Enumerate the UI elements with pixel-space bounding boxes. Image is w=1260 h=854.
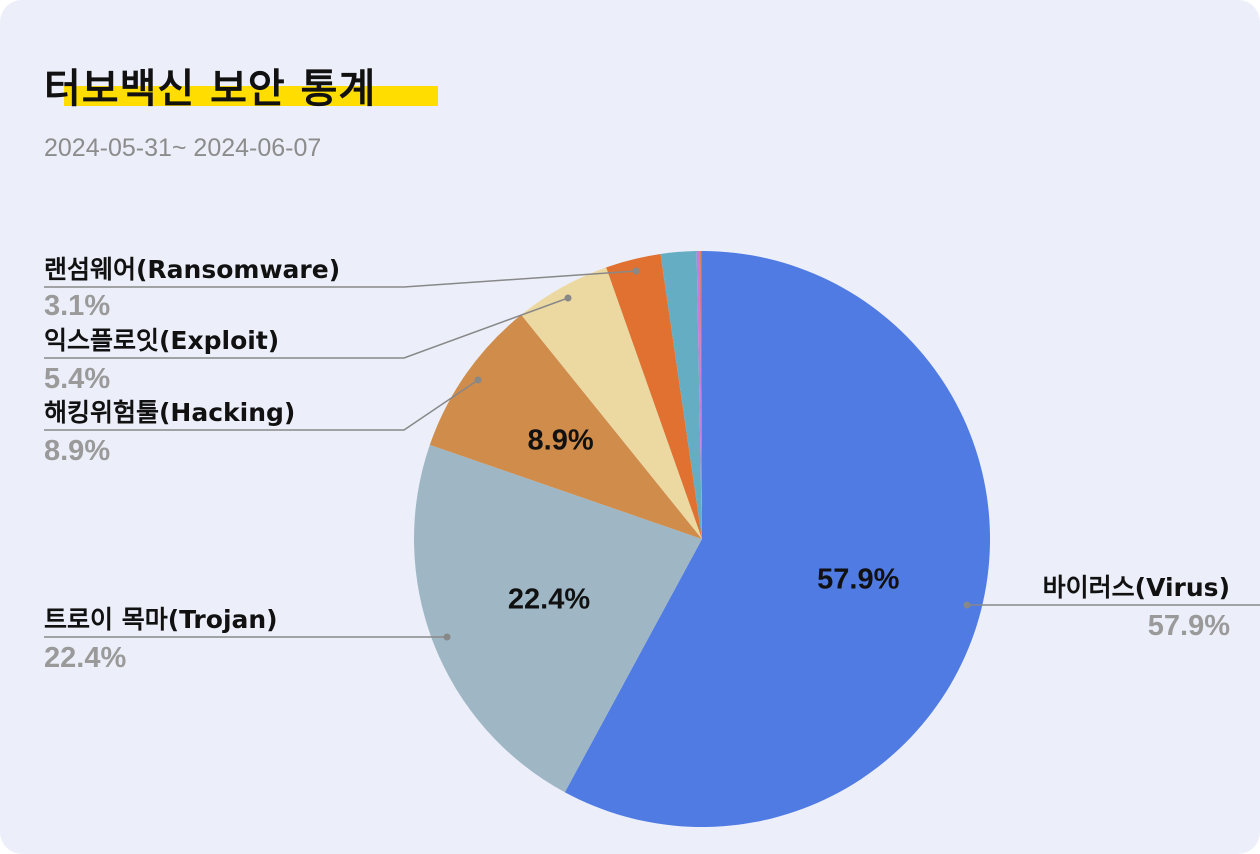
pie-slice-1 — [413, 444, 702, 793]
pie-slice-3 — [521, 267, 702, 539]
legend-pct-exploit: 5.4% — [44, 363, 110, 395]
callout-line-ransomware — [44, 270, 637, 288]
legend-label-trojan: 트로이 목마(Trojan) — [44, 605, 278, 634]
legend-label-exploit: 익스플로잇(Exploit) — [44, 326, 279, 355]
slice-value-label-0: 57.9% — [817, 564, 899, 596]
date-range: 2024-05-31~ 2024-06-07 — [44, 134, 322, 162]
pie-slice-2 — [429, 314, 702, 539]
legend-pct-ransomware: 3.1% — [44, 290, 110, 322]
pie-slices — [413, 251, 991, 827]
pie-slice-7 — [700, 251, 702, 539]
inner-labels: 57.9% 22.4% 8.9% — [508, 425, 900, 616]
callout-hacking: 해킹위험툴(Hacking) 8.9% — [44, 376, 482, 467]
legend-label-virus: 바이러스(Virus) — [1043, 573, 1230, 602]
legend-label-ransomware: 랜섬웨어(Ransomware) — [44, 255, 340, 284]
slice-value-label-1: 22.4% — [508, 584, 590, 616]
pie-slice-6 — [696, 251, 702, 539]
page-title: 터보백신 보안 통계 — [44, 66, 377, 112]
pie-slice-4 — [606, 254, 702, 539]
title-block: 터보백신 보안 통계 — [44, 64, 438, 114]
callout-ransomware: 랜섬웨어(Ransomware) 3.1% — [44, 255, 640, 322]
callout-exploit: 익스플로잇(Exploit) 5.4% — [44, 294, 572, 395]
slice-value-label-2: 8.9% — [528, 425, 594, 457]
legend-pct-hacking: 8.9% — [44, 435, 110, 467]
legend-pct-virus: 57.9% — [1148, 610, 1230, 642]
callout-line-hacking — [44, 379, 479, 431]
pie-slice-0 — [564, 251, 991, 827]
pie-slice-5 — [660, 251, 702, 540]
legend-label-hacking: 해킹위험툴(Hacking) — [44, 398, 295, 427]
callout-line-exploit — [44, 297, 569, 359]
title-highlight — [64, 86, 438, 106]
callout-virus: 바이러스(Virus) 57.9% — [963, 573, 1260, 642]
legend-pct-trojan: 22.4% — [44, 642, 126, 674]
callout-trojan: 트로이 목마(Trojan) 22.4% — [44, 605, 451, 674]
